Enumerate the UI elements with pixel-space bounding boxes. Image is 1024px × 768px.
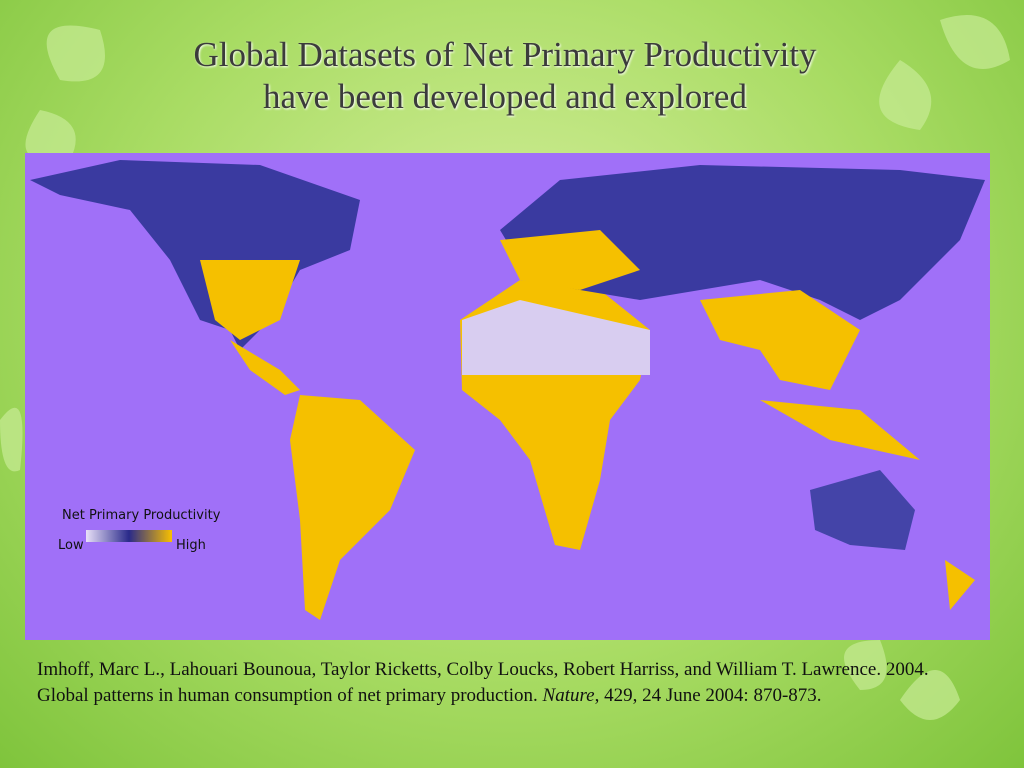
butterfly (0, 407, 23, 472)
npp-map (25, 153, 990, 640)
south-america (290, 395, 415, 620)
butterfly (844, 640, 960, 720)
legend-low: Low (58, 538, 84, 553)
butterfly (879, 15, 1010, 130)
eurasia (500, 165, 985, 320)
citation-text: Imhoff, Marc L., Lahouari Bounoua, Taylo… (37, 659, 929, 706)
continents (30, 160, 985, 620)
legend-high: High (176, 538, 206, 553)
title: Global Datasets of Net Primary Productiv… (0, 34, 1010, 118)
citation-text: , 429, 24 June 2004: 870-873. (594, 685, 822, 706)
sahara (462, 300, 650, 375)
butterfly (25, 25, 105, 162)
indonesia (760, 400, 920, 460)
new-zealand (945, 560, 975, 610)
australia (810, 470, 915, 550)
legend-title: Net Primary Productivity (62, 508, 221, 523)
citation: Imhoff, Marc L., Lahouari Bounoua, Taylo… (37, 657, 977, 709)
title-line: have been developed and explored (263, 77, 747, 116)
legend-color-bar (86, 530, 172, 542)
title-line: Global Datasets of Net Primary Productiv… (193, 35, 817, 74)
citation-journal: Nature (542, 685, 595, 706)
central-america (230, 340, 300, 395)
europe (500, 230, 640, 290)
north-america-east (200, 260, 300, 340)
south-asia (700, 290, 860, 390)
